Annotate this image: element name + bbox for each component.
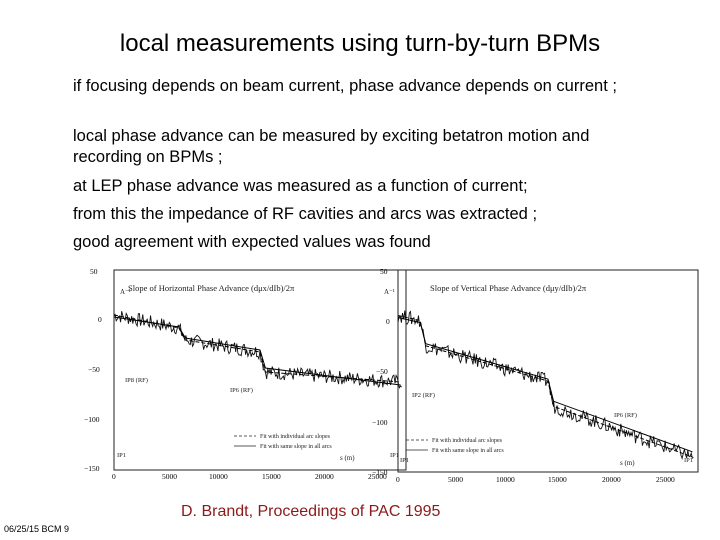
x-tick-label: 5000 [448,475,463,484]
legend: Fit with individual arc slopes Fit with … [406,438,504,454]
measured-trace [397,310,694,460]
data-traces [397,310,694,460]
annotation-ip8: IP8 (RF) [125,377,148,384]
y-tick-labels: 50 0 −50 −100 −150 [84,267,102,473]
measured-trace [113,311,402,389]
x-axis-label: s (m) [340,454,355,462]
x-tick-label: 15000 [262,472,281,481]
y-tick-label: −100 [84,415,100,424]
slide-footer: 06/25/15 BCM 9 [4,524,70,534]
y-tick-label: −50 [376,367,388,376]
x-tick-label: 5000 [162,472,177,481]
bullet-item: at LEP phase advance was measured as a f… [73,177,528,195]
legend: Fit with individual arc slopes Fit with … [234,434,332,450]
annotations: IP8 (RF) IP6 (RF) IP1 IP1 [117,377,399,459]
plot-frame [397,269,699,473]
y-tick-label: 0 [98,315,102,324]
x-tick-label: 10000 [496,475,515,484]
fit-line-series-1 [397,315,693,458]
annotation-ip6: IP6 (RF) [614,412,637,419]
bullet-item: local phase advance can be measured by e… [73,127,590,166]
x-tick-label: 0 [112,472,116,481]
legend-entry: Fit with individual arc slopes [260,434,331,440]
y-tick-label: −100 [372,418,388,427]
annotations: IP2 (RF) IP6 (RF) IP1 IP1 [400,392,693,464]
annotation-ip1-left: IP1 [400,457,409,464]
plot-title: Slope of Horizontal Phase Advance (dμx/d… [128,283,295,293]
annotation-ip2: IP2 (RF) [412,392,435,399]
x-tick-label: 20000 [315,472,334,481]
y-axis-label: A⁻¹ [120,288,131,296]
y-tick-label: −150 [372,468,388,477]
x-tick-label: 25000 [656,475,675,484]
x-tick-label: 0 [396,475,400,484]
annotation-ip1-right: IP1 [684,457,693,464]
y-axis-label: A⁻¹ [384,288,395,296]
citation-caption: D. Brandt, Proceedings of PAC 1995 [181,503,441,520]
bullet-item: if focusing depends on beam current, pha… [73,77,617,95]
y-tick-label: 50 [380,267,388,276]
fit-line-series-2 [113,316,401,386]
x-tick-label: 15000 [548,475,567,484]
x-tick-label: 25000 [368,472,387,481]
annotation-ip6: IP6 (RF) [230,387,253,394]
slide-title: local measurements using turn-by-turn BP… [119,30,601,57]
x-axis-label: s (m) [620,459,635,467]
y-tick-label: −150 [84,464,100,473]
y-tick-label: −50 [88,365,100,374]
annotation-ip1-right: IP1 [390,452,399,459]
x-tick-label: 10000 [209,472,228,481]
bullet-item: good agreement with expected values was … [73,233,431,251]
fit-line-series-1 [113,314,401,383]
vertical-phase-plot: Slope of Vertical Phase Advance (dμy/dIb… [372,267,699,484]
fit-line-series-2 [397,317,693,453]
x-tick-labels: 0 5000 10000 15000 20000 25000 [396,475,675,484]
y-tick-label: 0 [386,317,390,326]
y-tick-labels: 50 0 −50 −100 −150 [372,267,390,477]
x-tick-label: 20000 [602,475,621,484]
horizontal-phase-plot: Slope of Horizontal Phase Advance (dμx/d… [84,267,407,481]
y-tick-label: 50 [90,267,98,276]
bullet-item: from this the impedance of RF cavities a… [73,205,538,223]
data-traces [113,311,402,389]
legend-entry: Fit with same slope in all arcs [432,448,504,454]
legend-entry: Fit with individual arc slopes [432,438,503,444]
plot-title: Slope of Vertical Phase Advance (dμy/dIb… [430,283,587,293]
legend-entry: Fit with same slope in all arcs [260,444,332,450]
x-tick-labels: 0 5000 10000 15000 20000 25000 [112,472,387,481]
annotation-ip1-left: IP1 [117,452,126,459]
plot-frame [113,269,407,471]
